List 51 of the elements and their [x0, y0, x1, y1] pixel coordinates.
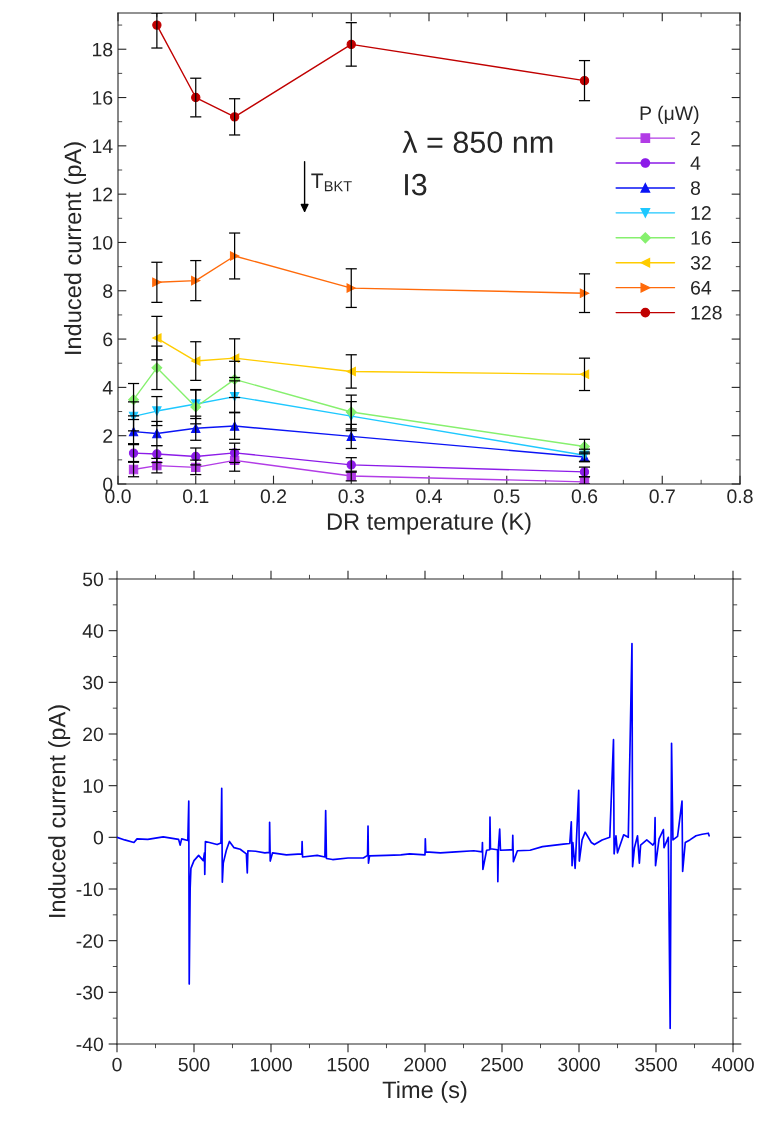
legend-label: 8: [690, 181, 701, 195]
x-tick-label: 4000: [711, 1057, 754, 1072]
legend-label: 2: [691, 131, 700, 145]
x-tick-label: 1500: [327, 1057, 369, 1072]
y-tick-label: 30: [82, 675, 104, 690]
y-tick-label: -40: [76, 1037, 104, 1052]
y-tick-label: 4: [102, 381, 113, 395]
legend-label: 32: [690, 255, 711, 270]
x-tick-label: 3500: [635, 1057, 677, 1072]
legend-label: 16: [691, 231, 711, 245]
y-tick-label: 8: [103, 284, 113, 299]
y-tick-label: 50: [82, 572, 104, 587]
x-tick-label: 500: [178, 1057, 210, 1072]
annotation: T$_{BKT}$: [311, 173, 352, 192]
x-tick-label: 2000: [404, 1057, 446, 1072]
legend-label: 64: [691, 280, 712, 295]
x-tick-label: 0.7: [649, 489, 675, 504]
y-tick-label: 12: [93, 187, 113, 202]
legend-title: P (μW): [640, 105, 699, 124]
x-tick-label: 0.4: [416, 489, 442, 504]
y-tick-label: 0: [93, 830, 104, 845]
y-tick-label: -30: [76, 985, 104, 1000]
x-tick-label: 0.8: [727, 489, 753, 504]
y-tick-label: 2: [103, 429, 113, 443]
annotation: I3: [405, 173, 427, 196]
y-tick-label: 40: [82, 624, 104, 638]
x-tick-label: 0.2: [260, 489, 287, 504]
y-axis-title: Induced current (pA): [63, 142, 86, 354]
x-tick-label: 2500: [481, 1057, 523, 1072]
y-tick-label: 14: [93, 139, 113, 153]
y-tick-label: -10: [76, 882, 104, 897]
x-tick-label: 0.5: [494, 489, 520, 504]
annotation: λ = 850 nm: [402, 130, 553, 154]
y-tick-label: 20: [83, 727, 104, 742]
legend-label: 4: [690, 156, 701, 170]
x-tick-label: 1000: [250, 1057, 292, 1072]
x-tick-label: 0.1: [183, 489, 209, 504]
x-axis-title: Time (s): [382, 1080, 467, 1103]
legend-label: 128: [691, 305, 722, 320]
x-tick-label: 0.6: [571, 489, 598, 504]
y-tick-label: 6: [103, 332, 113, 347]
y-tick-label: 10: [83, 779, 104, 793]
legend-label: 12: [691, 206, 711, 220]
x-tick-label: 0.3: [338, 489, 364, 504]
y-axis-title: Induced current (pA): [48, 705, 71, 917]
y-tick-label: 10: [93, 235, 113, 250]
y-tick-label: -20: [76, 934, 104, 948]
x-axis-title: DR temperature (K): [327, 512, 531, 535]
x-tick-label: 3000: [558, 1057, 600, 1072]
y-tick-label: 18: [93, 42, 113, 57]
y-tick-label: 16: [93, 91, 113, 105]
